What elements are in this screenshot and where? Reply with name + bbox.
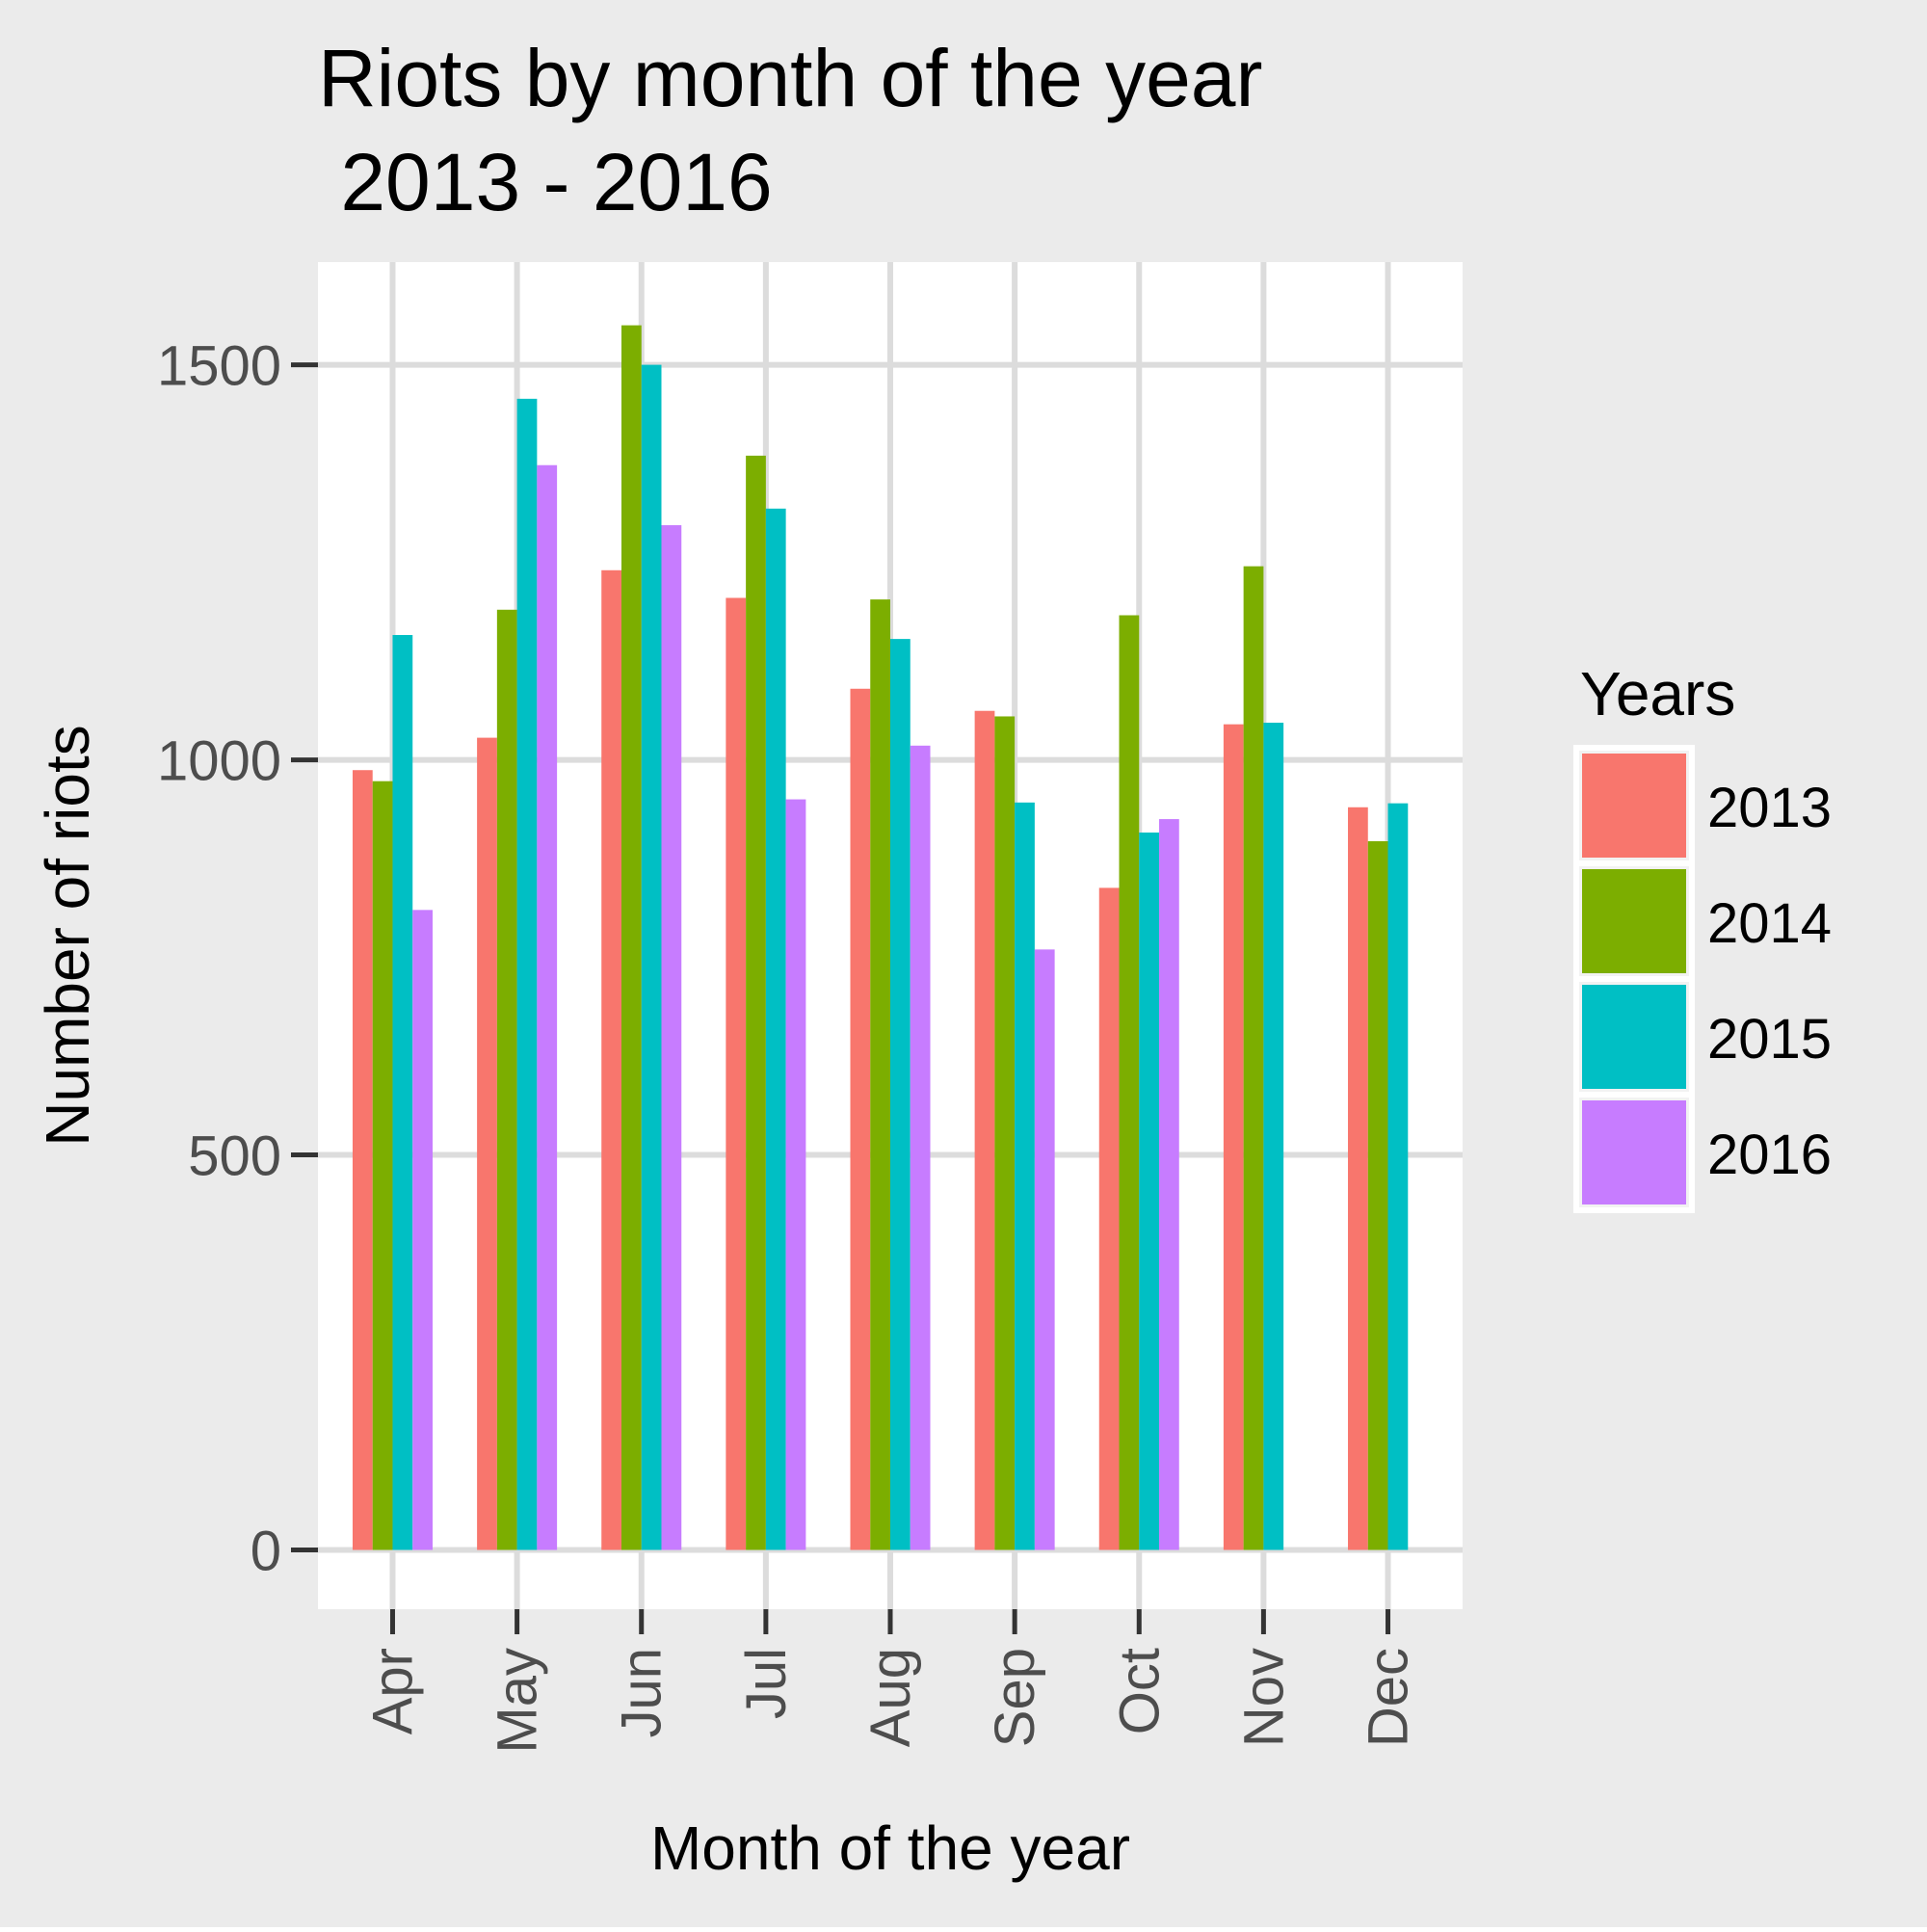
x-tick-label: Jul — [735, 1648, 798, 1719]
bars — [352, 325, 1409, 1550]
x-tick-label: Apr — [361, 1648, 424, 1734]
bar-2014-May — [496, 609, 517, 1550]
bar-2013-Apr — [352, 770, 373, 1550]
bar-2014-Dec — [1367, 841, 1388, 1550]
legend-items: 2013 2014 2015 2016 — [1573, 745, 1832, 1213]
bar-2014-Apr — [372, 781, 393, 1550]
bar-2015-Jun — [641, 364, 662, 1550]
x-tick-label: Sep — [984, 1648, 1046, 1747]
bar-2013-Sep — [974, 710, 995, 1550]
legend-swatch-2014 — [1582, 869, 1686, 973]
bar-2016-Apr — [412, 910, 433, 1550]
legend-label-2014: 2014 — [1707, 892, 1832, 955]
bar-2013-Jun — [601, 569, 621, 1550]
bar-2016-Oct — [1159, 819, 1179, 1550]
x-tick-label: Nov — [1232, 1648, 1295, 1747]
bar-2016-Jul — [785, 799, 806, 1550]
x-tick-label: Dec — [1358, 1648, 1420, 1747]
bar-2013-Oct — [1098, 887, 1120, 1550]
legend-swatch-2015 — [1582, 985, 1686, 1089]
legend-swatch-2016 — [1582, 1100, 1686, 1204]
y-tick-label: 500 — [188, 1125, 281, 1188]
x-axis-title: Month of the year — [650, 1813, 1130, 1883]
legend-title: Years — [1580, 659, 1735, 728]
bar-2014-Jul — [746, 455, 766, 1550]
bar-2015-Nov — [1263, 723, 1284, 1550]
x-tick-label: Jun — [611, 1648, 673, 1738]
bar-2013-Dec — [1348, 807, 1368, 1550]
bar-2014-Oct — [1119, 615, 1140, 1550]
axes: 0 500 1000 1500 Apr May Jun Jul Aug Sep Oct Nov Dec — [157, 335, 1420, 1754]
bar-2015-Sep — [1015, 802, 1035, 1550]
y-tick-label: 1500 — [157, 335, 281, 398]
bar-2014-Jun — [620, 325, 642, 1550]
x-tick-label: Oct — [1108, 1648, 1171, 1734]
bar-2016-Jun — [661, 525, 682, 1550]
bar-2014-Sep — [994, 716, 1016, 1550]
bar-2015-Jul — [765, 508, 786, 1550]
bar-2013-Nov — [1223, 724, 1244, 1550]
legend-label-2016: 2016 — [1707, 1124, 1832, 1186]
bar-2013-Aug — [850, 688, 871, 1550]
bar-2015-May — [516, 398, 538, 1550]
chart-title-line-2: 2013 - 2016 — [318, 137, 773, 227]
bar-2014-Nov — [1243, 566, 1264, 1550]
legend: Years 2013 2014 2015 2016 — [1573, 659, 1832, 1213]
legend-swatch-2013 — [1582, 754, 1686, 858]
y-axis-title: Number of riots — [33, 725, 102, 1146]
legend-label-2013: 2013 — [1707, 777, 1832, 839]
bar-2015-Aug — [890, 639, 911, 1550]
legend-label-2015: 2015 — [1707, 1008, 1832, 1071]
bar-2013-May — [477, 737, 497, 1550]
bar-2015-Apr — [392, 635, 413, 1550]
y-tick-label: 0 — [251, 1521, 281, 1583]
x-tick-label: May — [487, 1648, 549, 1754]
x-tick-label: Aug — [859, 1648, 922, 1747]
chart-title-line-1: Riots by month of the year — [318, 33, 1262, 123]
bar-2016-Aug — [910, 745, 931, 1550]
bar-2016-Sep — [1034, 949, 1055, 1550]
y-tick-label: 1000 — [157, 730, 281, 793]
bar-2014-Aug — [870, 599, 890, 1550]
bar-2016-May — [537, 464, 558, 1550]
bar-2013-Jul — [726, 597, 747, 1550]
bar-2015-Dec — [1387, 803, 1409, 1550]
bar-2015-Oct — [1139, 832, 1160, 1550]
